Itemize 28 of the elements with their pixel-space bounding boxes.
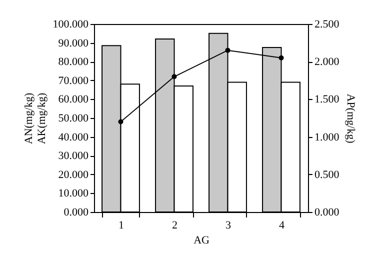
y-tick-label: 50.000 <box>58 112 89 124</box>
y-tick-label: 0.000 <box>64 206 89 218</box>
point <box>118 119 124 124</box>
y2-tick-label: 2.000 <box>314 56 340 68</box>
y2-tick-label: 2.500 <box>314 18 340 30</box>
y-tick-label: 20.000 <box>58 168 89 181</box>
y2-tick-label: 1.000 <box>314 131 340 144</box>
x-tick-label: 4 <box>279 220 285 232</box>
y-tick-label: 60.000 <box>58 94 89 106</box>
x-tick-label: 1 <box>118 220 124 232</box>
y-tick-label: 40.000 <box>58 131 89 144</box>
y2-tick-label: 0.000 <box>314 206 340 218</box>
y2-axis-title: AP(mg/kg) <box>344 94 356 144</box>
x-tick-label: 2 <box>172 220 178 232</box>
y-tick-label: 90.000 <box>58 37 89 50</box>
point <box>172 74 177 80</box>
y2-tick-label: 0.500 <box>314 168 340 181</box>
x-tick-label: 3 <box>226 220 232 232</box>
y-tick-label: 80.000 <box>58 56 89 68</box>
y2-tick-label: 1.500 <box>314 94 340 106</box>
y-tick-label: 100.000 <box>52 18 89 30</box>
y-tick-label: 30.000 <box>58 150 89 162</box>
y-tick-label: 70.000 <box>58 74 89 87</box>
y-tick-label: 10.000 <box>58 188 89 200</box>
x-axis-title: AG <box>194 234 210 246</box>
point <box>278 55 284 60</box>
point <box>225 48 230 53</box>
y-axis-title: AN(mg/kg) AK(mg/kg) <box>22 92 48 144</box>
